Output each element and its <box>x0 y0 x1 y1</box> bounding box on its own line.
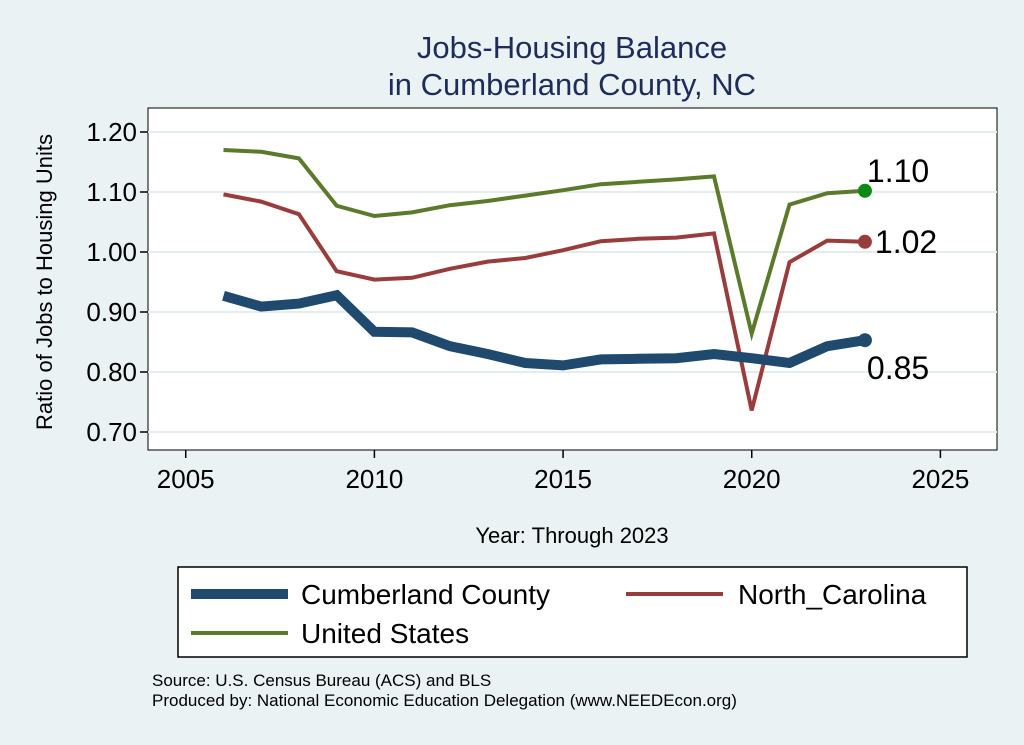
series-line-north-carolina <box>223 192 865 411</box>
x-tick-label: 2015 <box>534 464 592 494</box>
chart-title-line-1: Jobs-Housing Balance <box>417 30 727 65</box>
end-point-north-carolina <box>857 234 872 249</box>
x-tick-label: 2020 <box>723 464 781 494</box>
y-tick-label: 1.20 <box>86 117 137 147</box>
producer-note: Produced by: National Economic Education… <box>152 691 737 710</box>
y-tick-label: 0.90 <box>86 297 137 327</box>
y-tick-label: 1.00 <box>86 237 137 267</box>
end-label-cumberland-county: 0.85 <box>867 350 929 386</box>
end-point-united-states <box>857 183 872 198</box>
series-line-united-states <box>223 148 866 342</box>
x-tick-label: 2025 <box>911 464 969 494</box>
chart-title-line-2: in Cumberland County, NC <box>388 67 756 102</box>
legend-label-cumberland: Cumberland County <box>301 579 550 610</box>
y-tick-label: 0.80 <box>86 357 137 387</box>
y-tick-label: 1.10 <box>86 177 137 207</box>
end-label-north-carolina: 1.02 <box>875 224 937 260</box>
legend-label-north-carolina: North_Carolina <box>738 579 927 610</box>
x-axis-label: Year: Through 2023 <box>475 523 668 548</box>
source-note: Source: U.S. Census Bureau (ACS) and BLS <box>152 671 491 690</box>
x-tick-label: 2010 <box>345 464 403 494</box>
plot-area <box>147 107 998 451</box>
end-point-cumberland-county <box>857 333 872 348</box>
y-tick-label: 0.70 <box>86 417 137 447</box>
series-line-cumberland-county <box>222 289 866 371</box>
x-tick-label: 2005 <box>157 464 215 494</box>
series-lines: 1.10 1.02 0.85 <box>222 148 937 411</box>
legend-box <box>177 566 968 658</box>
axis-ticks: 0.70 0.80 0.90 1.00 1.10 1.20 2005 2010 2015 2020… <box>86 117 969 494</box>
legend-label-united-states: United States <box>301 618 469 649</box>
y-axis-label: Ratio of Jobs to Housing Units <box>32 134 57 430</box>
legend: Cumberland County North_Carolina United … <box>177 566 968 658</box>
gridlines <box>148 131 997 433</box>
end-label-united-states: 1.10 <box>867 153 929 189</box>
